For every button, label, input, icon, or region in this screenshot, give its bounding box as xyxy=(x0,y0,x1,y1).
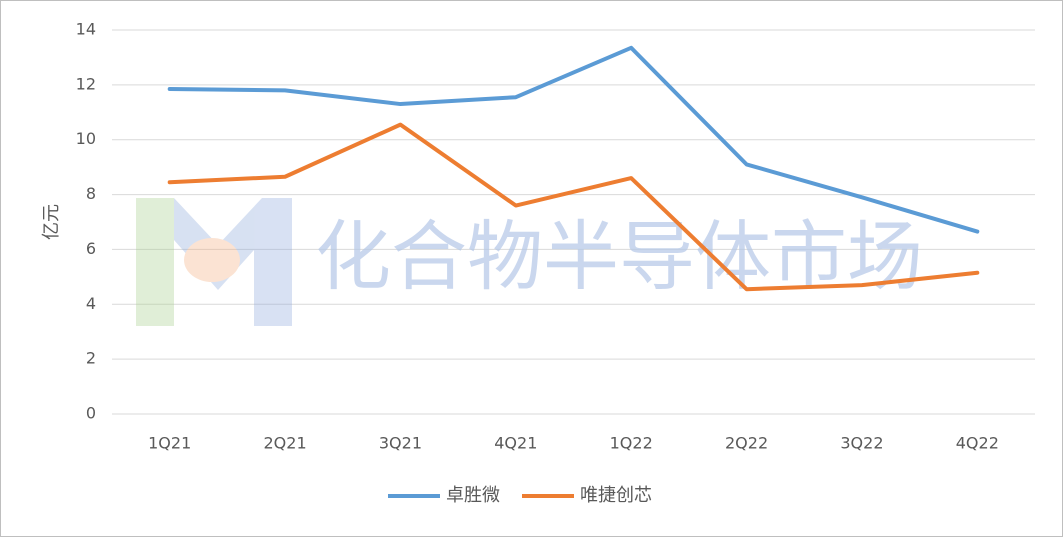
y-tick-label: 0 xyxy=(86,404,96,423)
x-tick-label: 4Q22 xyxy=(956,434,999,453)
logo-bar xyxy=(136,198,174,326)
y-tick-label: 12 xyxy=(76,74,96,93)
x-tick-label: 3Q22 xyxy=(840,434,883,453)
x-tick-label: 2Q21 xyxy=(263,434,306,453)
y-tick-label: 2 xyxy=(86,349,96,368)
series-line xyxy=(167,122,980,292)
y-tick-label: 10 xyxy=(76,129,96,148)
legend-label: 卓胜微 xyxy=(446,485,500,506)
y-tick-label: 8 xyxy=(86,184,96,203)
x-tick-label: 1Q21 xyxy=(148,434,191,453)
logo-dot xyxy=(184,238,240,282)
y-tick-label: 14 xyxy=(76,20,96,39)
x-tick-label: 1Q22 xyxy=(610,434,653,453)
x-tick-label: 2Q22 xyxy=(725,434,768,453)
y-axis-label: 亿元 xyxy=(41,204,62,240)
logo-m xyxy=(174,198,292,326)
y-tick-label: 4 xyxy=(86,294,96,313)
series-line xyxy=(167,45,980,234)
y-tick-label: 6 xyxy=(86,239,96,258)
watermark-logo xyxy=(136,198,292,326)
legend-label: 唯捷创芯 xyxy=(580,485,652,506)
x-tick-label: 3Q21 xyxy=(379,434,422,453)
x-tick-label: 4Q21 xyxy=(494,434,537,453)
